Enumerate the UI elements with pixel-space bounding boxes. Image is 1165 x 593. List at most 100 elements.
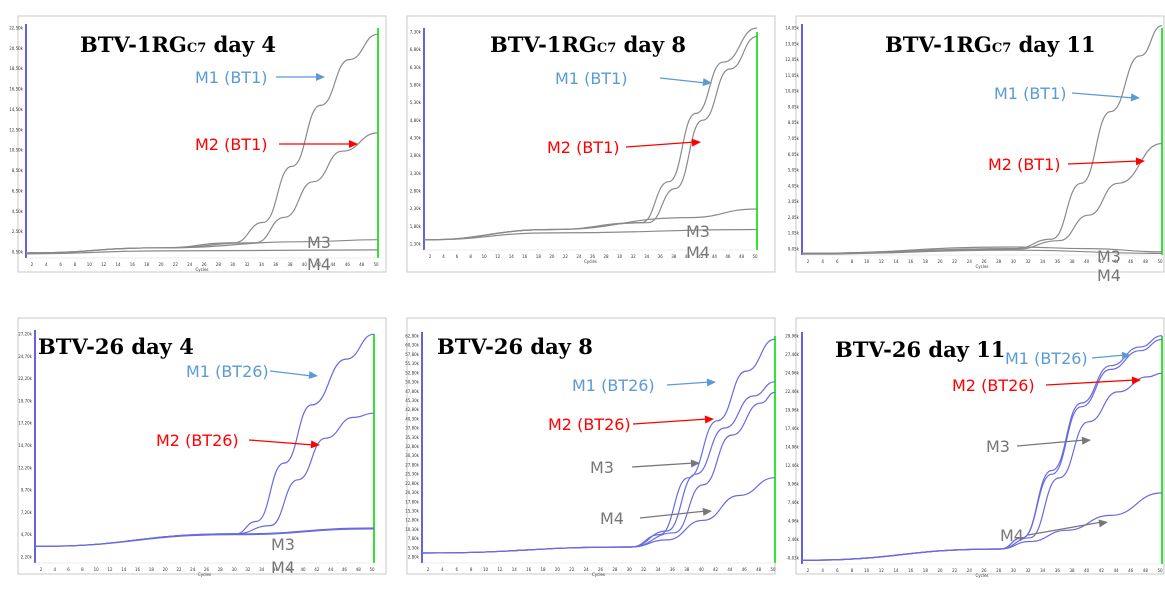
y-tick-label: 10,50k bbox=[9, 148, 23, 153]
y-tick-label: 25,30k bbox=[405, 472, 419, 477]
series-annotation-label: M4 bbox=[1000, 526, 1024, 545]
x-tick-label: 8 bbox=[469, 254, 472, 259]
x-tick-label: 46 bbox=[345, 262, 351, 267]
arrow-head bbox=[308, 371, 318, 380]
x-axis-label: Cycles bbox=[975, 573, 988, 578]
y-tick-label: 7,05k bbox=[788, 136, 800, 141]
panel-title: BTV-26 day 4 bbox=[38, 334, 194, 359]
x-tick-label: 48 bbox=[359, 262, 365, 267]
annotation-arrow bbox=[1016, 439, 1086, 447]
amplification-curve bbox=[423, 228, 758, 241]
y-tick-label: 4,30k bbox=[410, 136, 422, 141]
y-tick-label: 6,30k bbox=[410, 65, 422, 70]
x-tick-label: 34 bbox=[644, 254, 650, 259]
x-tick-label: 24 bbox=[967, 568, 973, 573]
x-tick-label: 48 bbox=[756, 567, 762, 572]
y-tick-label: 17,20k bbox=[18, 421, 32, 426]
annotation-arrow bbox=[639, 510, 707, 519]
arrow-head bbox=[310, 440, 320, 449]
arrow-head bbox=[706, 378, 716, 387]
y-tick-label: 1,05k bbox=[788, 231, 800, 236]
x-tick-label: 2 bbox=[807, 568, 810, 573]
x-tick-label: 36 bbox=[658, 254, 664, 259]
x-tick-label: 46 bbox=[1128, 568, 1134, 573]
x-tick-label: 16 bbox=[522, 254, 528, 259]
y-tick-label: 12,05k bbox=[785, 57, 799, 62]
y-tick-label: 47,80k bbox=[405, 389, 419, 394]
x-tick-label: 16 bbox=[135, 567, 141, 572]
x-tick-label: 14 bbox=[893, 568, 899, 573]
x-tick-label: 16 bbox=[526, 567, 532, 572]
arrow-head bbox=[1130, 93, 1140, 102]
x-tick-label: 26 bbox=[981, 259, 987, 264]
x-tick-label: 10 bbox=[483, 567, 489, 572]
x-tick-label: 50 bbox=[1157, 259, 1163, 264]
panel-title: BTV-26 day 11 bbox=[835, 337, 1005, 362]
annotation-arrow bbox=[1027, 521, 1103, 536]
y-tick-label: 32,80k bbox=[405, 444, 419, 449]
panel-title: BTV-1RGC7 day 11 bbox=[885, 32, 1096, 57]
x-tick-label: 30 bbox=[230, 262, 236, 267]
x-tick-label: 32 bbox=[641, 567, 647, 572]
x-tick-label: 26 bbox=[201, 262, 207, 267]
y-tick-label: 22,20k bbox=[18, 376, 32, 381]
y-tick-label: 4,50k bbox=[12, 209, 24, 214]
panel-frame bbox=[795, 15, 1165, 273]
y-tick-label: 20,30k bbox=[405, 490, 419, 495]
x-tick-label: 8 bbox=[851, 259, 854, 264]
x-tick-label: 48 bbox=[1143, 259, 1149, 264]
x-tick-label: 22 bbox=[173, 262, 179, 267]
y-tick-label: 3,05k bbox=[788, 199, 800, 204]
x-tick-label: 18 bbox=[540, 567, 546, 572]
series-annotation-label: M2 (BT1) bbox=[195, 135, 267, 154]
x-tick-label: 28 bbox=[996, 259, 1002, 264]
x-tick-label: 42 bbox=[314, 567, 320, 572]
y-tick-label: 2,80k bbox=[410, 189, 422, 194]
x-tick-label: 28 bbox=[603, 254, 609, 259]
chart-panel: 2,20k 4,70k 7,20k 9,70k 12,20k 14,70k 17,20k 19… bbox=[17, 317, 387, 577]
annotation-arrow bbox=[666, 381, 711, 386]
x-tick-label: 2 bbox=[31, 262, 34, 267]
x-tick-label: 34 bbox=[259, 567, 265, 572]
x-tick-label: 8 bbox=[851, 568, 854, 573]
x-tick-label: 44 bbox=[330, 262, 336, 267]
x-tick-label: 10 bbox=[482, 254, 488, 259]
y-tick-label: 60,30k bbox=[405, 343, 419, 348]
series-annotation-label: M4 bbox=[307, 255, 331, 274]
x-tick-label: 46 bbox=[1128, 259, 1134, 264]
x-tick-label: 44 bbox=[712, 254, 718, 259]
x-tick-label: 24 bbox=[967, 259, 973, 264]
arrow-head bbox=[1121, 351, 1131, 360]
x-tick-label: 2 bbox=[40, 567, 43, 572]
y-tick-label: 55,30k bbox=[405, 361, 419, 366]
x-tick-label: 36 bbox=[1055, 568, 1061, 573]
y-tick-label: 57,80k bbox=[405, 352, 419, 357]
chart-panel: 1,30k 1,80k 2,30k 2,80k 3,30k 3,80k 4,30k 4,80k… bbox=[406, 15, 776, 273]
x-tick-label: 50 bbox=[369, 567, 375, 572]
series-annotation-label: M4 bbox=[686, 243, 710, 262]
series-annotation-label: M3 bbox=[590, 458, 614, 477]
x-tick-label: 50 bbox=[752, 254, 758, 259]
x-tick-label: 44 bbox=[328, 567, 334, 572]
x-tick-label: 34 bbox=[259, 262, 265, 267]
y-tick-label: 12,50k bbox=[9, 127, 23, 132]
y-tick-label: 4,80k bbox=[410, 118, 422, 123]
series-annotation-label: M1 (BT26) bbox=[186, 362, 269, 381]
y-tick-label: 1,80k bbox=[410, 224, 422, 229]
annotation-arrow bbox=[248, 439, 315, 446]
y-tick-label: 19,70k bbox=[18, 398, 32, 403]
x-tick-label: 8 bbox=[81, 567, 84, 572]
x-tick-label: 14 bbox=[509, 254, 515, 259]
y-tick-label: 45,30k bbox=[405, 398, 419, 403]
arrow-head bbox=[691, 138, 701, 147]
x-axis-label: Cycles bbox=[195, 267, 208, 272]
annotation-arrow bbox=[632, 418, 709, 425]
x-tick-label: 36 bbox=[670, 567, 676, 572]
y-tick-label: 14,05k bbox=[785, 26, 799, 31]
arrow-head bbox=[704, 415, 714, 424]
x-tick-label: 20 bbox=[555, 567, 561, 572]
x-tick-label: 34 bbox=[655, 567, 661, 572]
y-tick-label: 7,80k bbox=[408, 536, 420, 541]
x-tick-label: 50 bbox=[373, 262, 379, 267]
x-tick-label: 12 bbox=[497, 567, 503, 572]
